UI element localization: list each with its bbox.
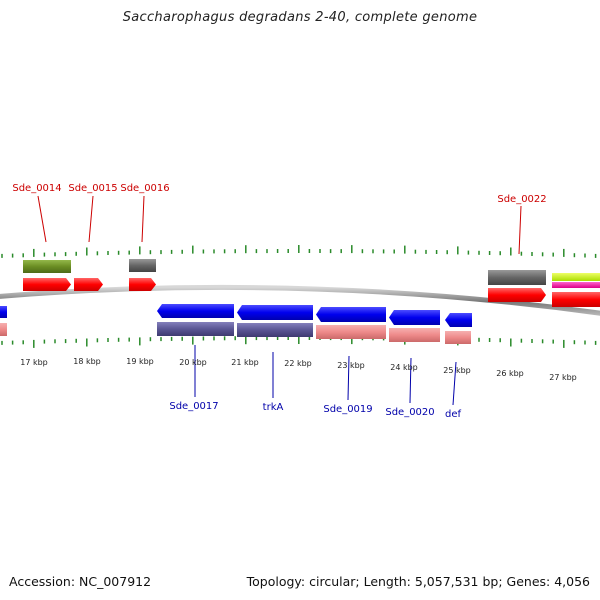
gene-arrow-def[interactable] [445, 313, 472, 327]
gene-label-sde-0016[interactable]: Sde_0016 [120, 183, 169, 194]
pink-feature[interactable] [316, 325, 386, 339]
gene-arrow-left-edge[interactable] [0, 306, 7, 318]
olive-feature[interactable] [23, 260, 71, 273]
map-title: Saccharophagus degradans 2-40, complete … [122, 10, 478, 25]
forward-gene-labels: Sde_0014 Sde_0015 Sde_0016 Sde_0022 [12, 183, 547, 255]
gene-arrow-sde-0014[interactable] [23, 278, 71, 291]
purple-feature[interactable] [237, 323, 313, 337]
scale-label: 18 kbp [73, 357, 101, 366]
gene-arrow-sde-0017[interactable] [157, 304, 234, 318]
gene-label-sde-0019[interactable]: Sde_0019 [323, 404, 372, 415]
scale-label: 25 kbp [443, 366, 471, 375]
label-leader-line [88, 195, 94, 243]
scale-label: 23 kbp [337, 361, 365, 370]
gene-label-trka[interactable]: trkA [263, 402, 284, 413]
pink-feature[interactable] [445, 331, 471, 344]
label-leader-line [37, 195, 47, 243]
pink-feature-left-edge[interactable] [0, 323, 7, 336]
purple-feature[interactable] [157, 322, 234, 336]
scale-label: 20 kbp [179, 358, 207, 367]
gene-arrow-sde-0022[interactable] [488, 288, 546, 302]
scale-label: 21 kbp [231, 358, 259, 367]
label-leader-line [518, 205, 522, 255]
gene-label-sde-0017[interactable]: Sde_0017 [169, 401, 218, 412]
gray-feature[interactable] [488, 270, 546, 285]
lime-feature[interactable] [552, 273, 600, 281]
accession-label: Accession: NC_007912 [9, 574, 152, 589]
label-leader-line [452, 361, 457, 406]
gene-arrow-red[interactable] [552, 292, 600, 307]
genome-summary: Topology: circular; Length: 5,057,531 bp… [246, 574, 590, 589]
scale-label: 17 kbp [20, 358, 48, 367]
reverse-gene-labels: Sde_0017 trkA Sde_0019 Sde_0020 def [169, 345, 461, 420]
genome-backbone [0, 284, 600, 316]
scale-label: 19 kbp [126, 357, 154, 366]
scale-label: 27 kbp [549, 373, 577, 382]
tick-marks-bottom [1, 336, 597, 348]
gene-arrow-sde-0016[interactable] [129, 278, 156, 291]
scale-label: 22 kbp [284, 359, 312, 368]
gray-feature[interactable] [129, 259, 156, 272]
gene-arrow-trka[interactable] [237, 305, 313, 320]
label-leader-line [409, 357, 412, 404]
label-leader-line [347, 355, 350, 401]
gene-label-sde-0015[interactable]: Sde_0015 [68, 183, 117, 194]
gene-arrow-sde-0015[interactable] [74, 278, 103, 291]
scale-labels: 17 kbp 18 kbp 19 kbp 20 kbp 21 kbp 22 kb… [20, 357, 577, 382]
gene-arrow-sde-0019[interactable] [316, 307, 386, 322]
pink-feature[interactable] [389, 328, 440, 342]
gene-label-def[interactable]: def [445, 409, 462, 420]
gene-label-sde-0020[interactable]: Sde_0020 [385, 407, 434, 418]
scale-label: 24 kbp [390, 363, 418, 372]
gene-arrow-sde-0020[interactable] [389, 310, 440, 325]
magenta-feature[interactable] [552, 282, 600, 288]
label-leader-line [141, 195, 145, 243]
scale-label: 26 kbp [496, 369, 524, 378]
tick-marks-top [1, 245, 597, 258]
gene-label-sde-0014[interactable]: Sde_0014 [12, 183, 61, 194]
gene-label-sde-0022[interactable]: Sde_0022 [497, 194, 546, 205]
